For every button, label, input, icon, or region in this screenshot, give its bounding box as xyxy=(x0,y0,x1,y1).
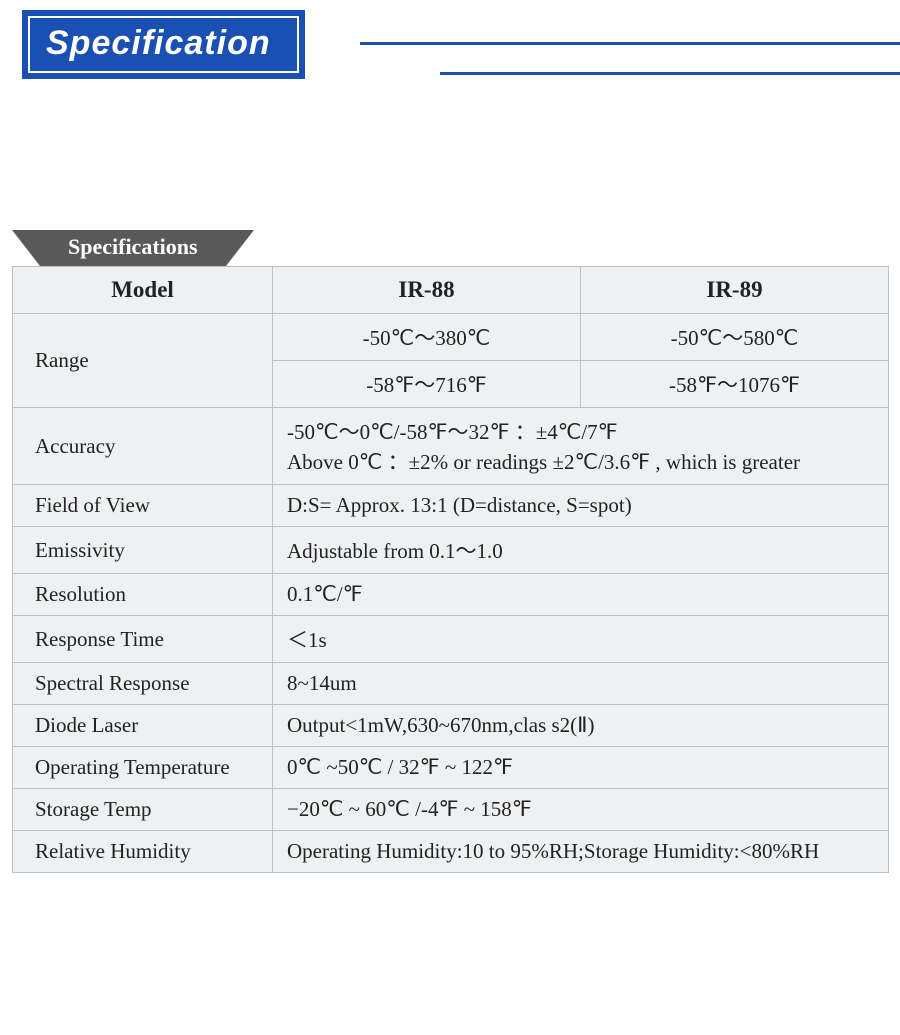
value-storage-temp: −20℃ ~ 60℃ /-4℉ ~ 158℉ xyxy=(273,789,889,831)
col-header-ir89: IR-89 xyxy=(581,267,889,314)
label-resolution: Resolution xyxy=(13,574,273,616)
table-header-row: Model IR-88 IR-89 xyxy=(13,267,889,314)
spec-tab: Specifications xyxy=(40,230,226,266)
value-accuracy: -50℃～0℃/-58℉～32℉ ：±4℃/7℉ Above 0℃ ：±2% o… xyxy=(273,408,889,485)
row-spectral-response: Spectral Response 8~14um xyxy=(13,663,889,705)
accuracy-line1: -50℃～0℃/-58℉～32℉ ：±4℃/7℉ xyxy=(287,416,874,446)
range-ir89-c: -50℃～580℃ xyxy=(581,314,889,361)
title-box: Specification xyxy=(22,10,305,79)
row-resolution: Resolution 0.1℃/℉ xyxy=(13,574,889,616)
spec-tab-row: Specifications xyxy=(12,230,888,266)
row-response-time: Response Time ＜1s xyxy=(13,616,889,663)
value-emissivity: Adjustable from 0.1～1.0 xyxy=(273,527,889,574)
row-range-celsius: Range -50℃～380℃ -50℃～580℃ xyxy=(13,314,889,361)
value-operating-temperature: 0℃ ~50℃ / 32℉ ~ 122℉ xyxy=(273,747,889,789)
range-ir89-f: -58℉～1076℉ xyxy=(581,361,889,408)
header-rule-upper xyxy=(360,42,900,45)
label-relative-humidity: Relative Humidity xyxy=(13,831,273,873)
value-spectral-response: 8~14um xyxy=(273,663,889,705)
value-fov: D:S= Approx. 13:1 (D=distance, S=spot) xyxy=(273,485,889,527)
row-diode-laser: Diode Laser Output<1mW,630~670nm,clas s2… xyxy=(13,705,889,747)
page-title: Specification xyxy=(28,16,299,73)
header-rule-lower xyxy=(440,72,900,75)
value-diode-laser: Output<1mW,630~670nm,clas s2(Ⅱ) xyxy=(273,705,889,747)
value-relative-humidity: Operating Humidity:10 to 95%RH;Storage H… xyxy=(273,831,889,873)
row-storage-temp: Storage Temp −20℃ ~ 60℃ /-4℉ ~ 158℉ xyxy=(13,789,889,831)
row-accuracy: Accuracy -50℃～0℃/-58℉～32℉ ：±4℃/7℉ Above … xyxy=(13,408,889,485)
col-header-ir88: IR-88 xyxy=(273,267,581,314)
label-response-time: Response Time xyxy=(13,616,273,663)
label-accuracy: Accuracy xyxy=(13,408,273,485)
label-range: Range xyxy=(13,314,273,408)
row-relative-humidity: Relative Humidity Operating Humidity:10 … xyxy=(13,831,889,873)
label-operating-temperature: Operating Temperature xyxy=(13,747,273,789)
value-response-time: ＜1s xyxy=(273,616,889,663)
spec-table: Model IR-88 IR-89 Range -50℃～380℃ -50℃～5… xyxy=(12,266,889,873)
label-fov: Field of View xyxy=(13,485,273,527)
row-emissivity: Emissivity Adjustable from 0.1～1.0 xyxy=(13,527,889,574)
row-operating-temperature: Operating Temperature 0℃ ~50℃ / 32℉ ~ 12… xyxy=(13,747,889,789)
page-header: Specification xyxy=(0,0,900,90)
label-emissivity: Emissivity xyxy=(13,527,273,574)
label-storage-temp: Storage Temp xyxy=(13,789,273,831)
row-fov: Field of View D:S= Approx. 13:1 (D=dista… xyxy=(13,485,889,527)
range-ir88-c: -50℃～380℃ xyxy=(273,314,581,361)
label-diode-laser: Diode Laser xyxy=(13,705,273,747)
range-ir88-f: -58℉～716℉ xyxy=(273,361,581,408)
value-resolution: 0.1℃/℉ xyxy=(273,574,889,616)
accuracy-line2: Above 0℃ ：±2% or readings ±2℃/3.6℉ , whi… xyxy=(287,446,874,476)
col-header-model: Model xyxy=(13,267,273,314)
spec-section: Specifications Model IR-88 IR-89 Range -… xyxy=(12,230,888,873)
label-spectral-response: Spectral Response xyxy=(13,663,273,705)
